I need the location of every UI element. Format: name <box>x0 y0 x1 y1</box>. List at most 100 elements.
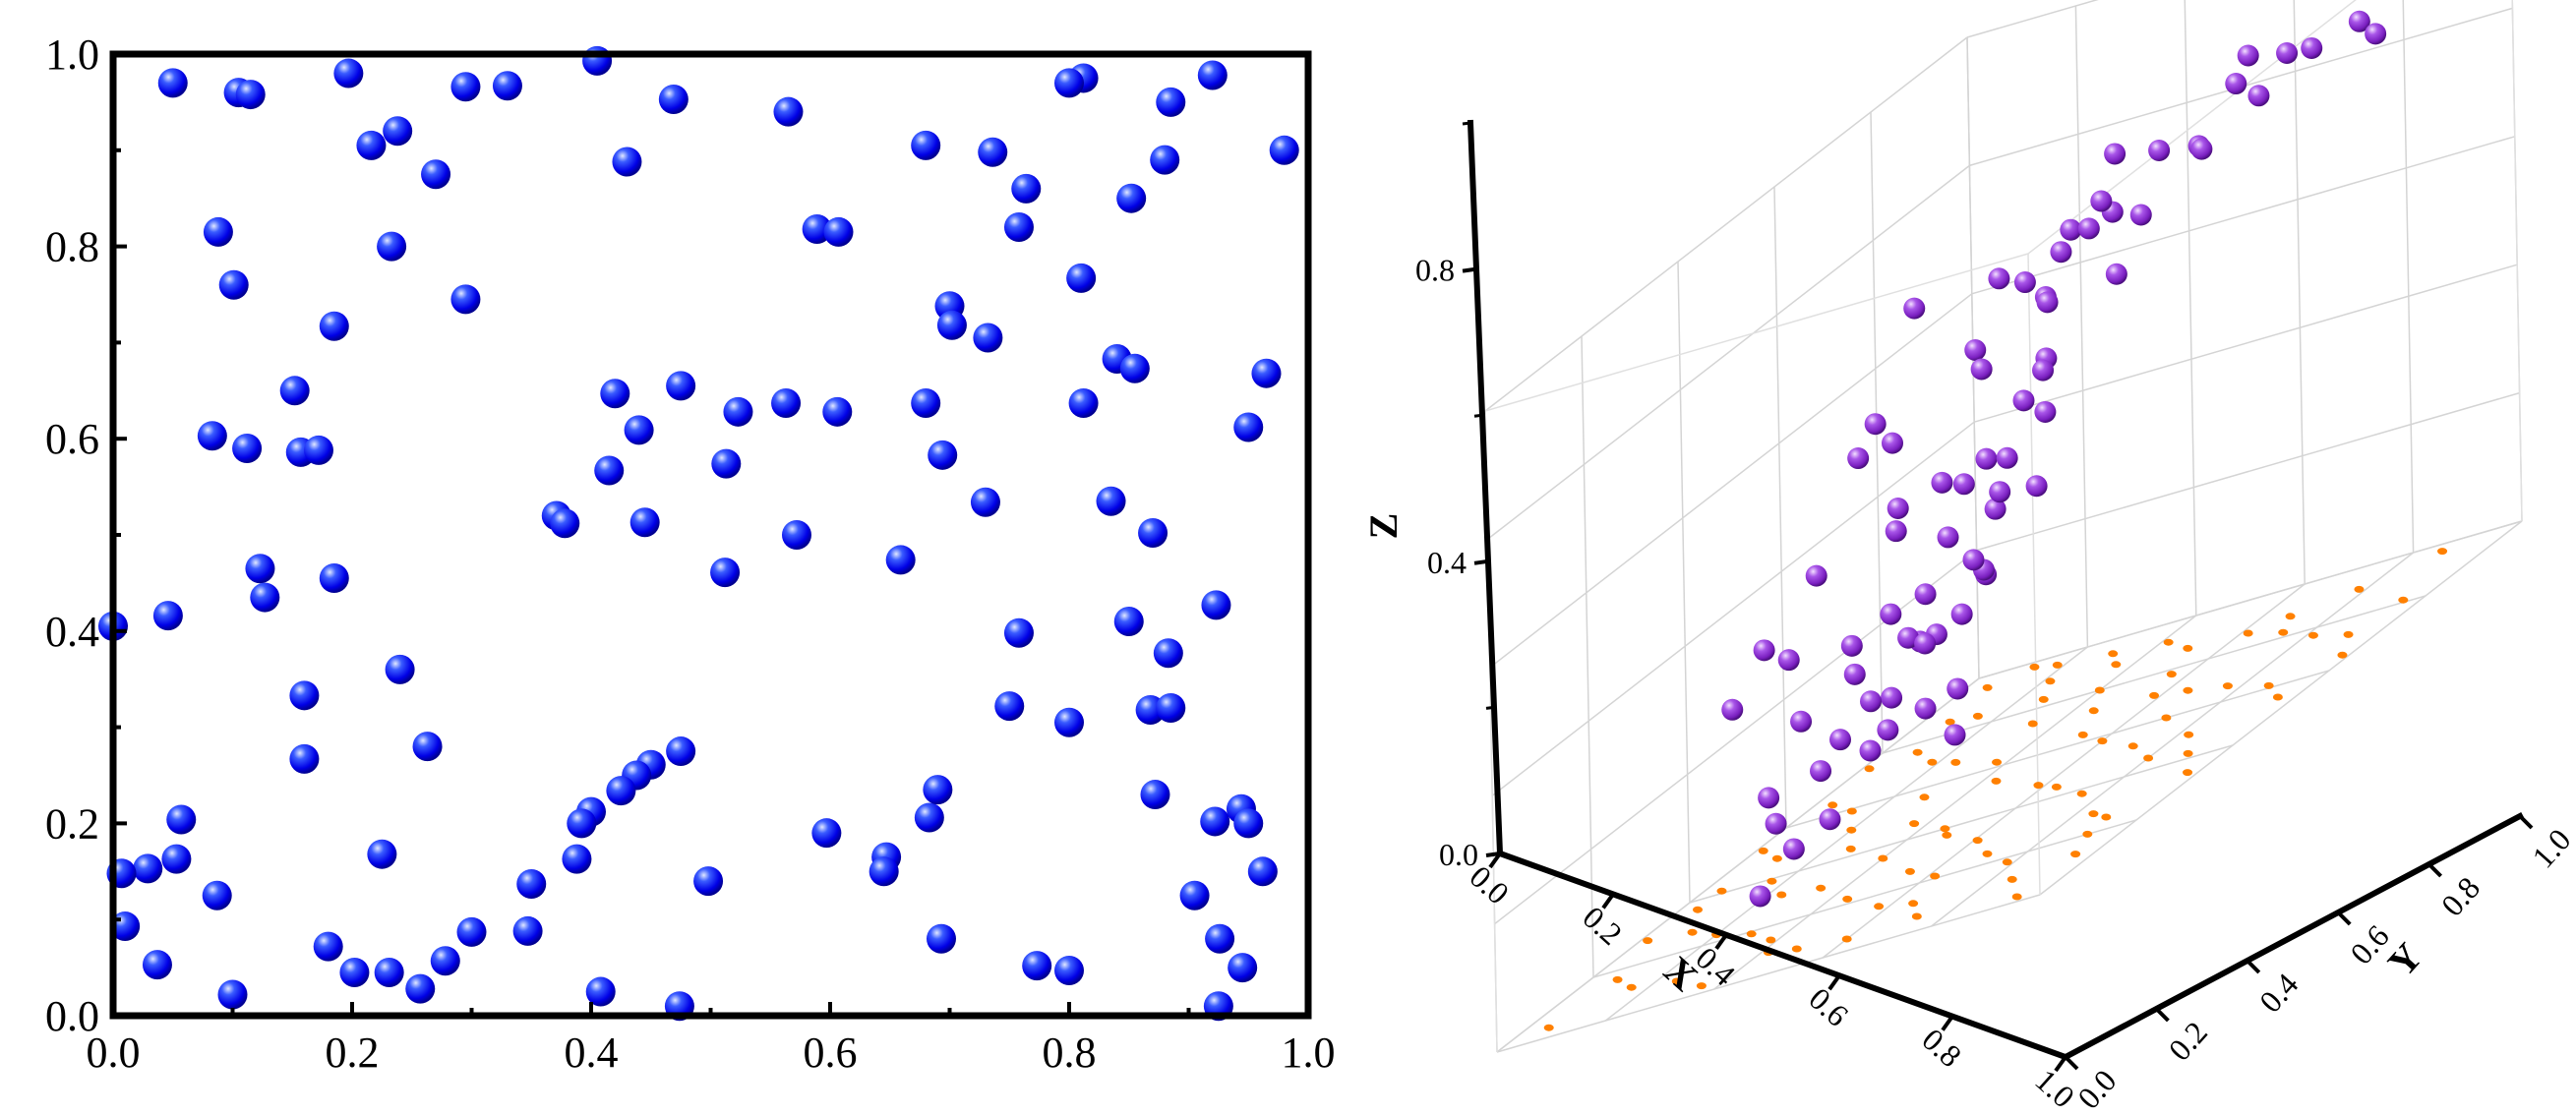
projection-point <box>2033 782 2044 790</box>
x-tick-mark <box>2054 1055 2067 1073</box>
projection-point <box>1911 912 1922 920</box>
data-point <box>2060 218 2082 241</box>
data-point <box>166 804 197 835</box>
data-point <box>333 58 364 88</box>
box-edge <box>1484 253 2029 412</box>
data-point <box>911 130 941 160</box>
wall-gridline <box>2184 0 2197 617</box>
projection-point <box>1982 850 1993 857</box>
data-point <box>2105 263 2127 285</box>
data-point <box>771 388 802 419</box>
data-point <box>235 80 266 110</box>
projection-point <box>1845 845 1856 852</box>
projection-point <box>2307 631 2318 639</box>
data-point <box>2348 10 2370 32</box>
data-point <box>994 691 1025 722</box>
data-point <box>197 421 227 451</box>
data-point <box>412 732 443 762</box>
projection-point <box>2088 810 2099 818</box>
projection-point <box>1767 877 1777 885</box>
data-point <box>1880 603 1902 625</box>
data-point <box>450 72 481 102</box>
projection-point <box>1643 937 1653 945</box>
data-point <box>710 558 741 588</box>
projection-point <box>1982 683 1993 691</box>
x-tick-label: 0.0 <box>87 1028 141 1077</box>
data-point <box>405 973 436 1004</box>
projection-point <box>2278 628 2289 636</box>
y-tick-label: 0.4 <box>45 608 99 656</box>
floor-gridline <box>1882 595 2426 754</box>
data-point <box>1975 447 1998 470</box>
data-point <box>811 818 842 849</box>
data-point <box>1068 388 1099 419</box>
projection-point <box>2108 650 2119 658</box>
data-point <box>666 736 696 767</box>
data-point <box>1914 697 1937 720</box>
data-point <box>1233 808 1264 839</box>
data-point <box>161 844 192 874</box>
data-point <box>2032 359 2055 382</box>
data-point <box>1758 787 1780 809</box>
projection-point <box>2051 783 2062 791</box>
data-point <box>1753 639 1775 662</box>
data-point <box>1138 518 1168 549</box>
data-point <box>869 856 899 887</box>
data-point <box>822 396 853 427</box>
wall-gridline <box>1496 677 1980 1053</box>
data-point <box>1200 806 1230 837</box>
wall-gridline <box>1486 164 1970 540</box>
projection-point <box>2161 714 2172 722</box>
data-point <box>1179 880 1210 910</box>
data-point <box>450 284 481 315</box>
projection-point <box>1904 867 1915 875</box>
data-point <box>885 545 916 575</box>
y-tick-mark <box>2154 1007 2170 1023</box>
floor-gridline <box>1931 552 2415 927</box>
projection-point <box>1950 758 1961 766</box>
projection-point <box>1908 900 1919 908</box>
x-tick-mark <box>1827 974 1841 991</box>
data-point <box>970 487 1000 517</box>
data-point <box>928 440 958 470</box>
data-point <box>1829 729 1851 751</box>
data-point <box>823 216 854 247</box>
projection-point <box>1758 847 1768 854</box>
z-axis-label: Z <box>1361 513 1406 540</box>
y-tick-mark <box>2336 910 2352 926</box>
projection-point <box>2052 661 2063 669</box>
floor-projection-points <box>1543 548 2448 1031</box>
projection-point <box>1842 895 1853 903</box>
data-point <box>923 775 953 805</box>
data-point <box>1777 649 1800 672</box>
data-point <box>1782 838 1805 860</box>
projection-point <box>2183 644 2193 652</box>
floor-gridline <box>1713 615 2197 990</box>
x-tick-mark <box>1941 1015 1954 1031</box>
data-point <box>1205 923 1235 954</box>
z-tick-mark <box>1462 266 1477 273</box>
projection-point <box>2077 731 2088 738</box>
data-point <box>1197 60 1228 90</box>
y-tick-label: 0.0 <box>2070 1063 2124 1116</box>
x-tick-mark <box>1488 852 1502 869</box>
projection-point <box>1972 837 1983 845</box>
data-point <box>1054 956 1084 986</box>
data-point <box>1749 885 1771 908</box>
data-point <box>289 743 320 774</box>
projection-point <box>1827 801 1838 809</box>
box-edge <box>2027 0 2357 255</box>
data-point <box>133 853 163 884</box>
data-point <box>582 45 613 76</box>
y-tick-label: 0.0 <box>45 992 99 1040</box>
data-point <box>911 388 941 419</box>
data-point <box>1247 856 1278 887</box>
data-point <box>1116 183 1147 213</box>
data-point <box>1859 739 1882 762</box>
data-point <box>1140 780 1170 810</box>
data-point <box>1947 677 1969 700</box>
data-point <box>1950 603 1973 625</box>
z-minor-tick <box>1473 413 1483 418</box>
data-point <box>1897 626 1920 649</box>
y-tick-label: 0.4 <box>2252 967 2306 1020</box>
